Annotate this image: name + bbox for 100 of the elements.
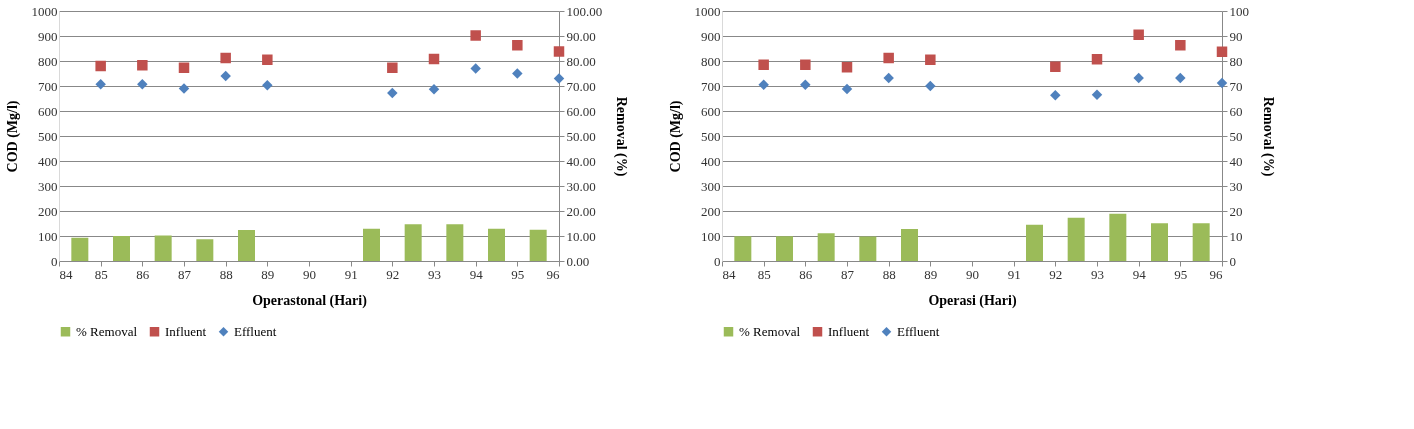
y-tick-label: 0: [51, 253, 58, 269]
point: [262, 54, 273, 65]
x-tick-label: 87: [841, 266, 855, 282]
x-tick-label: 85: [94, 266, 108, 282]
y2-tick-label: 60: [1229, 103, 1243, 119]
point: [95, 79, 106, 90]
point: [800, 59, 811, 70]
point: [758, 59, 769, 70]
y-tick-label: 900: [38, 28, 58, 44]
point: [925, 54, 936, 65]
y-tick-label: 700: [38, 78, 58, 94]
y2-tick-label: 90: [1229, 28, 1243, 44]
legend-label: % Removal: [76, 323, 138, 339]
bar: [817, 233, 835, 261]
y2-tick-label: 40.00: [566, 153, 596, 169]
y-axis-title: COD (Mg/l): [667, 100, 684, 173]
x-tick-label: 86: [799, 266, 813, 282]
point: [1133, 29, 1144, 40]
point: [758, 79, 769, 90]
bar: [859, 236, 877, 261]
y-tick-label: 1000: [31, 3, 58, 19]
x-tick-label: 92: [1049, 266, 1063, 282]
legend-label: Effluent: [234, 323, 277, 339]
y2-tick-label: 20: [1229, 203, 1243, 219]
point: [470, 63, 481, 74]
bar: [154, 235, 172, 261]
y2-tick-label: 70.00: [566, 78, 596, 94]
y2-tick-label: 60.00: [566, 103, 596, 119]
x-tick-label: 91: [1007, 266, 1021, 282]
bar: [1067, 217, 1085, 261]
bar: [446, 224, 464, 261]
x-tick-label: 88: [882, 266, 896, 282]
x-tick-label: 84: [59, 266, 73, 282]
bar: [1192, 223, 1210, 261]
y-tick-label: 1000: [694, 3, 721, 19]
y2-tick-label: 100.00: [566, 3, 603, 19]
point: [883, 72, 894, 84]
x-axis-title: Operastonal (Hari): [252, 292, 368, 309]
point: [512, 40, 523, 51]
y-tick-label: 200: [38, 203, 58, 219]
legend-label: Effluent: [897, 323, 940, 339]
y-tick-label: 300: [701, 178, 721, 194]
point: [1216, 77, 1228, 89]
bar: [901, 229, 918, 261]
y2-tick-label: 10.00: [566, 228, 596, 244]
point: [387, 62, 398, 73]
point: [428, 53, 440, 65]
x-tick-label: 90: [966, 266, 979, 282]
point: [512, 68, 523, 79]
point: [470, 30, 481, 41]
point: [1091, 54, 1103, 65]
y-tick-label: 100: [701, 228, 721, 244]
y2-tick-label: 0.00: [566, 253, 590, 269]
x-tick-label: 92: [386, 266, 400, 282]
point: [178, 83, 190, 94]
point: [1175, 72, 1186, 84]
point: [220, 52, 231, 64]
point: [95, 60, 106, 72]
y-axis-title: COD (Mg/l): [4, 100, 21, 173]
point: [1133, 72, 1144, 84]
point: [1216, 46, 1228, 57]
bar: [1109, 213, 1127, 261]
y-tick-label: 400: [38, 153, 58, 169]
y2-tick-label: 100: [1229, 3, 1249, 19]
y2-tick-label: 10: [1229, 228, 1243, 244]
bar: [734, 236, 752, 261]
x-tick-label: 93: [1091, 266, 1104, 282]
y2-axis-title: Removal (%): [1260, 96, 1276, 177]
x-tick-label: 86: [136, 266, 150, 282]
y-tick-label: 600: [38, 103, 58, 119]
y-tick-label: 600: [701, 103, 721, 119]
y2-tick-label: 90.00: [566, 28, 596, 44]
x-tick-label: 84: [722, 266, 736, 282]
point: [1050, 61, 1061, 72]
y2-tick-label: 80.00: [566, 53, 596, 69]
bar: [1026, 224, 1043, 261]
point: [800, 79, 811, 90]
y-tick-label: 100: [38, 228, 58, 244]
y2-tick-label: 50: [1229, 128, 1243, 144]
y2-tick-label: 30: [1229, 178, 1243, 194]
y-tick-label: 700: [701, 78, 721, 94]
x-tick-label: 88: [219, 266, 233, 282]
x-tick-label: 85: [757, 266, 771, 282]
bar: [113, 236, 130, 261]
y-tick-label: 900: [701, 28, 721, 44]
x-tick-label: 96: [1209, 266, 1223, 282]
point: [220, 70, 231, 82]
y2-tick-label: 50.00: [566, 128, 596, 144]
bar: [404, 224, 422, 261]
x-axis-title: Operasi (Hari): [928, 292, 1017, 309]
x-tick-label: 93: [428, 266, 441, 282]
y2-tick-label: 70: [1229, 78, 1243, 94]
y-tick-label: 500: [38, 128, 58, 144]
x-tick-label: 96: [546, 266, 560, 282]
y2-tick-label: 0: [1229, 253, 1236, 269]
point: [387, 87, 398, 99]
point: [1091, 89, 1103, 100]
y2-tick-label: 80: [1229, 53, 1243, 69]
y2-tick-label: 20.00: [566, 203, 596, 219]
point: [137, 79, 148, 90]
